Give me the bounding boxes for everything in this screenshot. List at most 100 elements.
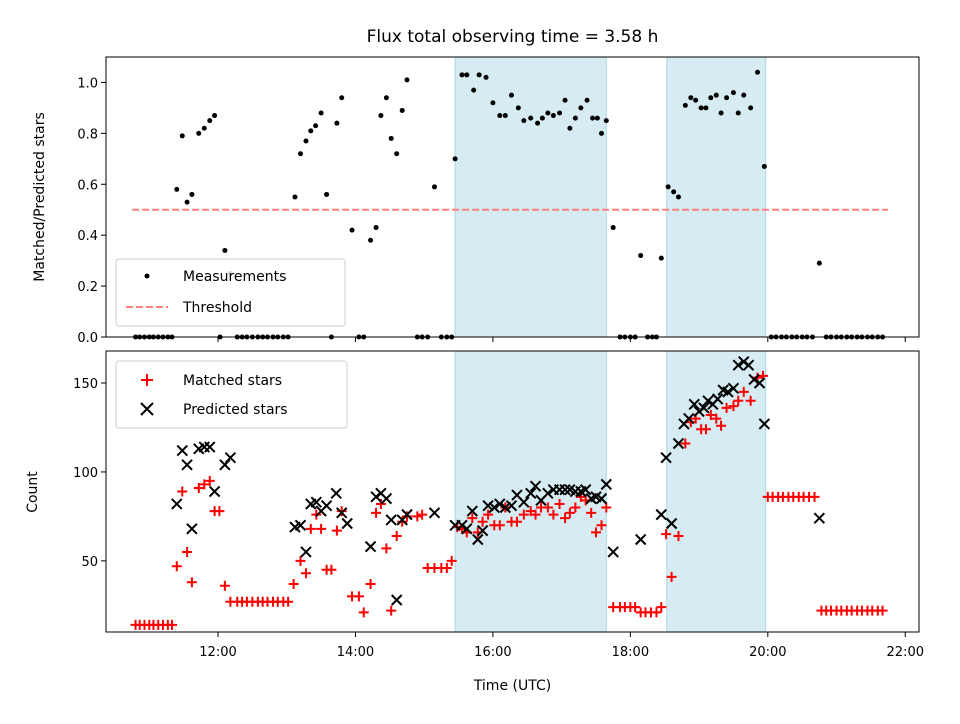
measurement-point <box>682 102 688 108</box>
measurement-point <box>562 97 568 103</box>
matched-star-point <box>680 438 691 449</box>
matched-star-point <box>219 580 230 591</box>
measurement-point <box>754 69 760 75</box>
matched-star-point <box>666 571 677 582</box>
matched-star-point <box>494 520 505 531</box>
measurement-point <box>584 97 590 103</box>
predicted-star-point <box>711 393 724 405</box>
bottom-axes-frame <box>105 350 920 633</box>
matched-star-point <box>745 395 756 406</box>
matched-star-point <box>412 511 423 522</box>
measurement-point <box>383 95 389 101</box>
measurement-point <box>708 95 714 101</box>
measurement-point <box>313 123 319 129</box>
measurement-point <box>303 138 309 144</box>
predicted-star-point <box>310 496 323 508</box>
predicted-star-point <box>753 377 766 389</box>
matched-star-point <box>705 410 716 421</box>
matched-star-point <box>214 506 225 517</box>
matched-star-point <box>166 619 177 630</box>
measurement-point <box>665 184 671 190</box>
measurement-point <box>598 130 604 136</box>
measurement-point <box>515 105 521 111</box>
matched-star-point <box>288 578 299 589</box>
measurement-point <box>179 133 185 139</box>
matched-star-point <box>177 486 188 497</box>
measurement-point <box>539 115 545 121</box>
matched-star-point <box>193 482 204 493</box>
measurement-point <box>459 72 465 78</box>
measurement-point <box>189 191 195 197</box>
measurement-point <box>528 115 534 121</box>
predicted-star-point <box>748 373 760 386</box>
x-tick-label: 16:00 <box>474 645 511 660</box>
matched-star-point <box>809 491 820 502</box>
measurement-point <box>603 118 609 124</box>
measurement-point <box>735 110 741 116</box>
matched-star-point <box>283 596 294 607</box>
measurement-point <box>388 135 394 141</box>
y-tick-label: 0.8 <box>77 127 98 142</box>
predicted-star-point <box>683 412 695 425</box>
measurement-point <box>521 118 527 124</box>
shaded-interval <box>666 56 767 338</box>
predicted-star-point <box>518 496 530 508</box>
matched-star-point <box>358 607 369 618</box>
measurement-point <box>671 189 677 195</box>
y-tick-label: 0.0 <box>77 331 98 346</box>
predicted-star-point <box>559 484 571 496</box>
predicted-star-point <box>380 492 393 505</box>
predicted-star-point <box>665 517 678 530</box>
chart-title: Flux total observing time = 3.58 h <box>367 27 659 47</box>
measurement-point <box>590 115 596 121</box>
measurement-point <box>497 113 503 119</box>
y-tick-label: 1.0 <box>77 76 98 91</box>
legend-predicted-label: Predicted stars <box>183 402 288 418</box>
matched-star-point <box>186 577 197 588</box>
matched-star-point <box>564 507 575 518</box>
top-legend-box <box>115 258 346 327</box>
measurement-point <box>713 92 719 98</box>
bottom-y-axis-label: Count <box>25 471 41 513</box>
x-tick-label: 20:00 <box>749 645 786 660</box>
measurement-point <box>816 260 822 266</box>
predicted-star-point <box>330 487 342 499</box>
predicted-star-point <box>428 507 441 519</box>
shaded-interval <box>666 350 767 633</box>
top-axes-frame <box>105 56 920 338</box>
measurement-point <box>557 110 563 116</box>
predicted-star-point <box>224 452 237 464</box>
measurement-point <box>550 113 556 119</box>
predicted-star-point <box>390 594 403 606</box>
measurement-point <box>688 95 694 101</box>
matched-star-point <box>716 420 727 431</box>
matched-star-point <box>590 527 601 538</box>
bottom-legend: Matched stars Predicted stars <box>115 360 348 429</box>
measurement-point <box>698 105 704 111</box>
matched-star-point <box>371 507 382 518</box>
top-legend: Measurements Threshold <box>115 258 346 327</box>
measurement-point <box>324 191 330 197</box>
matched-star-point <box>700 424 711 435</box>
predicted-star-point <box>813 512 826 524</box>
matched-star-point <box>661 529 672 540</box>
y-tick-label: 150 <box>73 377 98 392</box>
predicted-star-point <box>181 459 193 471</box>
measurement-point <box>741 92 747 98</box>
count-points <box>130 355 888 630</box>
predicted-star-point <box>525 487 537 499</box>
measurement-point <box>404 77 410 83</box>
measurement-point <box>318 110 324 116</box>
y-tick-label: 100 <box>73 466 98 481</box>
matched-star-point <box>738 386 749 397</box>
matched-star-point <box>651 607 662 618</box>
predicted-star-point <box>466 505 479 517</box>
measurement-point <box>572 115 578 121</box>
predicted-star-point <box>722 386 734 398</box>
predicted-star-point <box>186 523 198 535</box>
matched-star-point <box>877 605 888 616</box>
matched-star-point <box>518 509 529 520</box>
predicted-star-point <box>529 480 542 492</box>
predicted-star-point <box>208 485 221 498</box>
